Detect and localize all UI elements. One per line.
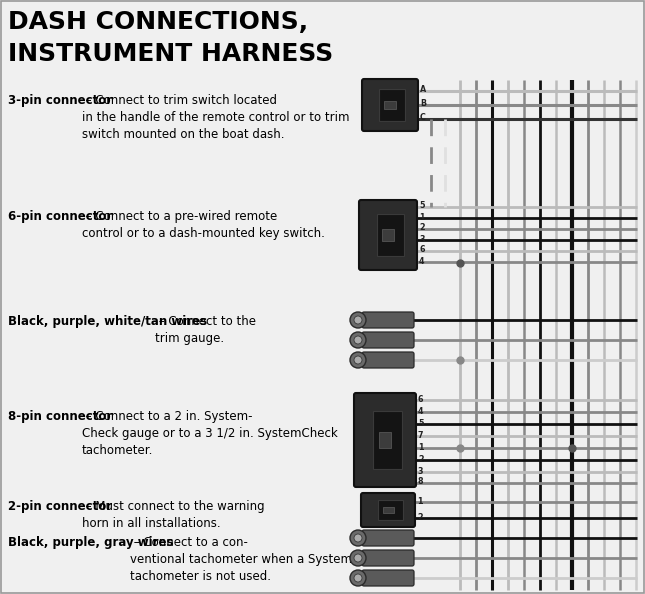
Text: – Must connect to the warning
horn in all installations.: – Must connect to the warning horn in al…	[81, 500, 264, 530]
Text: – Connect to a con-
ventional tachometer when a SystemCheck
tachometer is not us: – Connect to a con- ventional tachometer…	[130, 536, 389, 583]
Text: 5: 5	[419, 201, 424, 210]
Circle shape	[354, 316, 362, 324]
Text: 2: 2	[419, 223, 424, 232]
Text: B: B	[420, 100, 426, 109]
FancyBboxPatch shape	[361, 493, 415, 527]
Text: 7: 7	[418, 431, 424, 440]
Text: 3: 3	[419, 235, 424, 244]
Bar	[382, 507, 393, 513]
Text: 5: 5	[418, 419, 424, 428]
Bar	[384, 100, 396, 109]
Text: – Connect to the
trim gauge.: – Connect to the trim gauge.	[155, 315, 256, 345]
Text: – Connect to a pre-wired remote
control or to a dash-mounted key switch.: – Connect to a pre-wired remote control …	[81, 210, 324, 240]
Text: – Connect to a 2 in. System-
Check gauge or to a 3 1/2 in. SystemCheck
tachomete: – Connect to a 2 in. System- Check gauge…	[81, 410, 337, 457]
Text: – Connect to trim switch located
in the handle of the remote control or to trim
: – Connect to trim switch located in the …	[81, 94, 349, 141]
Bar	[377, 214, 404, 257]
FancyBboxPatch shape	[362, 570, 414, 586]
Text: 6: 6	[419, 245, 424, 254]
Text: 2: 2	[417, 513, 422, 522]
Circle shape	[350, 312, 366, 328]
Circle shape	[354, 554, 362, 562]
FancyBboxPatch shape	[362, 79, 418, 131]
Text: 6: 6	[418, 394, 424, 403]
Text: 1: 1	[417, 497, 422, 505]
FancyBboxPatch shape	[362, 312, 414, 328]
FancyBboxPatch shape	[362, 530, 414, 546]
Bar	[379, 432, 392, 448]
FancyBboxPatch shape	[354, 393, 416, 487]
Circle shape	[350, 530, 366, 546]
Text: 4: 4	[419, 257, 424, 266]
Bar	[373, 410, 401, 469]
Circle shape	[350, 352, 366, 368]
Bar	[379, 90, 405, 121]
Text: 1: 1	[418, 443, 424, 451]
Circle shape	[350, 550, 366, 566]
FancyBboxPatch shape	[362, 550, 414, 566]
Text: 1: 1	[419, 213, 424, 222]
Text: 8-pin connector: 8-pin connector	[8, 410, 112, 423]
Circle shape	[354, 336, 362, 344]
Text: 8: 8	[418, 478, 424, 486]
Circle shape	[354, 574, 362, 582]
Bar	[382, 229, 394, 241]
FancyBboxPatch shape	[362, 332, 414, 348]
Text: 3-pin connector: 3-pin connector	[8, 94, 112, 107]
Text: 2: 2	[418, 454, 424, 463]
FancyBboxPatch shape	[362, 352, 414, 368]
Text: C: C	[420, 113, 426, 122]
Text: Black, purple, gray wires: Black, purple, gray wires	[8, 536, 174, 549]
Text: 2-pin connector: 2-pin connector	[8, 500, 112, 513]
Text: DASH CONNECTIONS,: DASH CONNECTIONS,	[8, 10, 308, 34]
Text: INSTRUMENT HARNESS: INSTRUMENT HARNESS	[8, 42, 333, 66]
Circle shape	[354, 534, 362, 542]
Text: 6-pin connector: 6-pin connector	[8, 210, 112, 223]
Text: 4: 4	[418, 406, 424, 415]
Text: A: A	[420, 86, 426, 94]
Circle shape	[350, 332, 366, 348]
Bar	[377, 500, 402, 520]
Text: 3: 3	[418, 466, 424, 476]
Circle shape	[350, 570, 366, 586]
Circle shape	[354, 356, 362, 364]
FancyBboxPatch shape	[359, 200, 417, 270]
Text: Black, purple, white/tan wires: Black, purple, white/tan wires	[8, 315, 207, 328]
